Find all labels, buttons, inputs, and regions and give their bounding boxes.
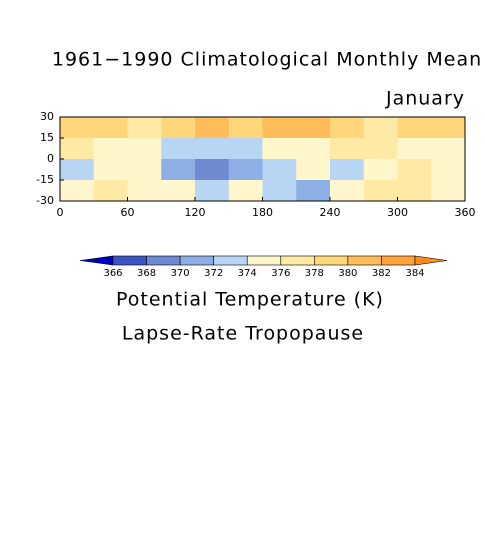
colorbar-box — [112, 255, 147, 266]
contour-cell — [296, 180, 331, 202]
contour-cell — [262, 159, 297, 181]
contour-cell — [195, 159, 230, 181]
contour-cell — [127, 117, 162, 139]
contour-cell — [93, 159, 128, 181]
colorbar-label: Potential Temperature (K) — [116, 289, 384, 311]
colorbar-tick-label: 368 — [137, 268, 156, 279]
contour-cell — [195, 117, 230, 139]
x-tick-label: 120 — [185, 206, 206, 219]
colorbar-box — [280, 255, 315, 266]
contour-cell — [397, 117, 432, 139]
contour-cell — [363, 180, 398, 202]
colorbar-tick-label: 370 — [171, 268, 190, 279]
contour-cell — [60, 138, 95, 160]
colorbar-tick-label: 384 — [405, 268, 424, 279]
colorbar-box — [213, 255, 248, 266]
contour-cell — [262, 180, 297, 202]
colorbar-box — [314, 255, 349, 266]
contour-cell — [127, 180, 162, 202]
contour-cell — [262, 138, 297, 160]
contour-cell — [363, 159, 398, 181]
contour-cell — [330, 180, 365, 202]
contour-cell — [195, 180, 230, 202]
contour-cell — [228, 117, 263, 139]
contour-cell — [60, 180, 95, 202]
contour-cell — [228, 180, 263, 202]
contour-cell — [161, 138, 196, 160]
contour-cell — [60, 159, 95, 181]
contour-cell — [127, 138, 162, 160]
y-tick-label: 15 — [40, 131, 54, 144]
map-field — [60, 117, 466, 202]
colorbar-high — [414, 255, 448, 266]
x-tick-label: 300 — [387, 206, 408, 219]
colorbar-box — [381, 255, 416, 266]
colorbar-box — [347, 255, 382, 266]
x-tick-label: 180 — [252, 206, 273, 219]
chart-subtitle: January — [385, 88, 465, 110]
contour-cell — [330, 117, 365, 139]
colorbar-box — [146, 255, 181, 266]
chart-title: 1961−1990 Climatological Monthly Mean — [52, 49, 482, 71]
contour-cell — [195, 138, 230, 160]
contour-cell — [330, 159, 365, 181]
footer-label: Lapse-Rate Tropopause — [122, 323, 364, 345]
colorbar-tick-label: 374 — [238, 268, 257, 279]
contour-cell — [262, 117, 297, 139]
contour-cell — [431, 138, 466, 160]
colorbar-box — [246, 255, 282, 266]
contour-cell — [397, 138, 432, 160]
y-tick-label: 30 — [40, 110, 54, 123]
colorbar-tick-label: 366 — [103, 268, 122, 279]
contour-cell — [397, 159, 432, 181]
contour-cell — [330, 138, 365, 160]
contour-cell — [228, 138, 263, 160]
contour-cell — [161, 180, 196, 202]
contour-cell — [161, 159, 196, 181]
contour-cell — [60, 117, 95, 139]
contour-cell — [93, 117, 128, 139]
contour-cell — [127, 159, 162, 181]
colorbar-tick-label: 378 — [305, 268, 324, 279]
x-tick-label: 0 — [57, 206, 64, 219]
contour-cell — [363, 138, 398, 160]
contour-cell — [431, 117, 466, 139]
y-tick-label: -30 — [36, 194, 54, 207]
contour-cell — [93, 180, 128, 202]
x-tick-label: 240 — [320, 206, 341, 219]
colorbar-low — [79, 255, 114, 266]
colorbar-box — [179, 255, 214, 266]
contour-cell — [431, 180, 466, 202]
x-tick-label: 60 — [121, 206, 135, 219]
contour-cell — [228, 159, 263, 181]
colorbar-tick-label: 380 — [338, 268, 357, 279]
x-tick-label: 360 — [455, 206, 476, 219]
contour-cell — [296, 117, 331, 139]
y-tick-label: 0 — [47, 152, 54, 165]
contour-cell — [431, 159, 466, 181]
contour-cell — [296, 138, 331, 160]
y-tick-label: -15 — [36, 173, 54, 186]
contour-cell — [93, 138, 128, 160]
contour-cell — [161, 117, 196, 139]
colorbar-tick-label: 376 — [271, 268, 290, 279]
contour-cell — [363, 117, 398, 139]
colorbar-tick-label: 372 — [204, 268, 223, 279]
contour-cell — [296, 159, 331, 181]
colorbar-tick-label: 382 — [372, 268, 391, 279]
contour-cell — [397, 180, 432, 202]
